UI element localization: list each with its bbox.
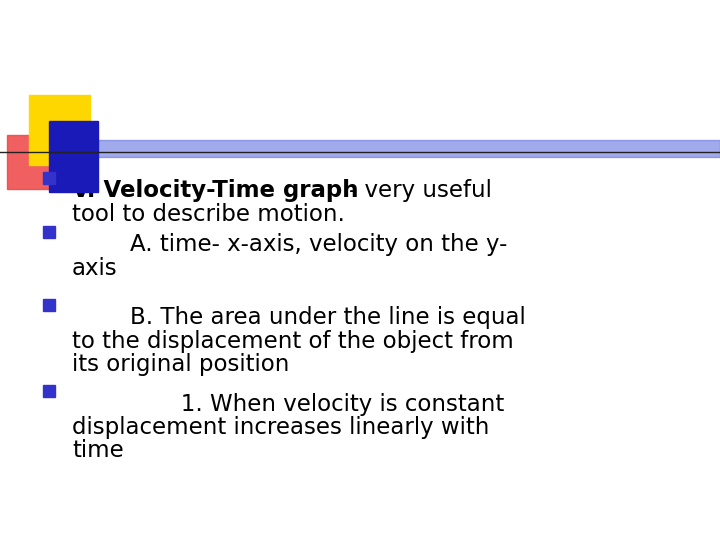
Bar bbox=[7, 135, 72, 189]
Text: tool to describe motion.: tool to describe motion. bbox=[72, 203, 345, 226]
Text: displacement increases linearly with: displacement increases linearly with bbox=[72, 416, 490, 440]
Bar bbox=[43, 385, 55, 397]
Bar bbox=[43, 299, 55, 310]
Text: its original position: its original position bbox=[72, 353, 289, 376]
Bar bbox=[49, 140, 720, 157]
Text: A. time- x-axis, velocity on the y-: A. time- x-axis, velocity on the y- bbox=[72, 233, 508, 256]
Text: time: time bbox=[72, 439, 124, 462]
Bar bbox=[49, 122, 98, 192]
Text: V. Velocity-Time graph: V. Velocity-Time graph bbox=[72, 179, 359, 202]
Text: 1. When velocity is constant: 1. When velocity is constant bbox=[72, 393, 504, 416]
Bar bbox=[43, 226, 55, 238]
Text: to the displacement of the object from: to the displacement of the object from bbox=[72, 330, 514, 353]
Bar bbox=[29, 94, 90, 165]
Text: B. The area under the line is equal: B. The area under the line is equal bbox=[72, 306, 526, 329]
Bar bbox=[43, 172, 55, 184]
Text: - very useful: - very useful bbox=[349, 179, 492, 202]
Text: axis: axis bbox=[72, 257, 117, 280]
